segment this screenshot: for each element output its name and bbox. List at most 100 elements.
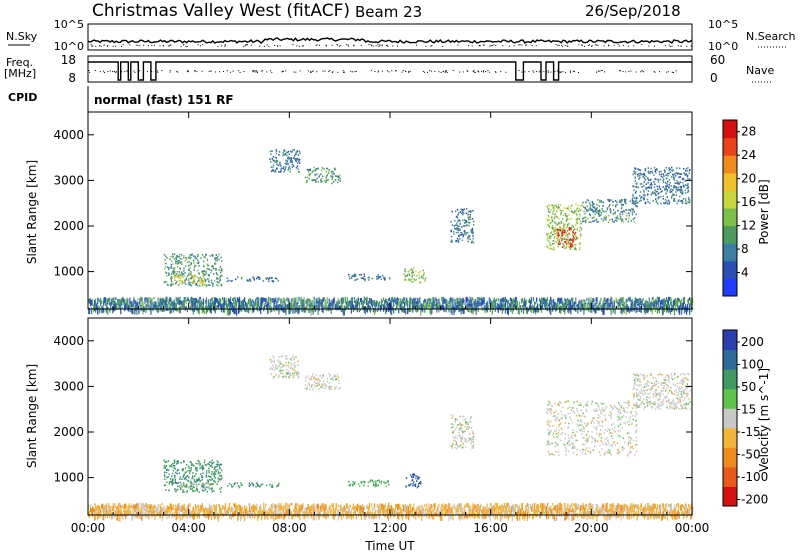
scatter-cell	[244, 303, 246, 308]
scatter-cell	[603, 302, 605, 309]
noise-search-dot	[217, 45, 219, 47]
scatter-cell	[179, 305, 181, 311]
scatter-cell	[680, 200, 682, 202]
scatter-cell	[576, 227, 579, 230]
scatter-cell	[469, 297, 471, 300]
scatter-cell	[601, 210, 604, 212]
scatter-cell	[196, 505, 198, 508]
scatter-cell	[237, 514, 239, 522]
scatter-cell	[264, 514, 266, 520]
scatter-cell	[676, 182, 679, 185]
noise-search-dot	[250, 44, 252, 46]
noise-search-dot	[186, 45, 188, 47]
scatter-cell	[357, 301, 359, 305]
scatter-cell	[109, 510, 111, 514]
scatter-cell	[346, 301, 348, 309]
scatter-cell	[618, 201, 621, 203]
scatter-cell	[235, 298, 237, 304]
scatter-cell	[203, 270, 206, 272]
scatter-cell	[574, 210, 576, 212]
scatter-cell	[187, 256, 190, 259]
colorbar-frame	[722, 119, 738, 297]
scatter-cell	[663, 302, 665, 309]
scatter-cell	[571, 297, 573, 301]
scatter-cell	[456, 224, 458, 227]
noise-search-dot	[168, 45, 170, 47]
scatter-cell	[368, 279, 370, 281]
scatter-cell	[192, 514, 194, 521]
scatter-cell	[284, 153, 286, 156]
scatter-cell	[636, 298, 638, 303]
scatter-cell	[317, 301, 319, 309]
scatter-cell	[121, 299, 123, 304]
scatter-cell	[654, 169, 656, 171]
scatter-cell	[463, 212, 465, 215]
scatter-cell	[546, 239, 548, 241]
noise-search-dot	[139, 45, 141, 47]
scatter-cell	[549, 222, 552, 225]
scatter-cell	[332, 176, 334, 178]
scatter-cell	[111, 298, 113, 305]
scatter-cell	[379, 276, 381, 278]
nave-dot	[472, 70, 474, 72]
scatter-cell	[214, 304, 216, 307]
scatter-cell	[678, 298, 681, 303]
scatter-cell	[270, 301, 272, 307]
nave-dot	[489, 71, 491, 73]
scatter-cell	[638, 169, 641, 171]
scatter-cell	[356, 301, 358, 307]
scatter-cell	[214, 505, 216, 512]
scatter-cell	[613, 301, 615, 307]
scatter-cell	[122, 306, 124, 310]
scatter-cell	[685, 169, 687, 172]
scatter-cell	[207, 284, 210, 286]
scatter-cell	[328, 169, 330, 172]
nave-dot	[342, 71, 344, 73]
scatter-cell	[325, 179, 327, 182]
scatter-cell	[194, 275, 196, 278]
scatter-cell	[164, 271, 167, 273]
scatter-cell	[319, 173, 321, 176]
scatter-cell	[232, 308, 234, 313]
scatter-cell	[115, 505, 117, 508]
scatter-cell	[422, 304, 424, 308]
scatter-cell	[553, 248, 555, 251]
scatter-cell	[687, 187, 689, 190]
scatter-cell	[102, 305, 104, 311]
scatter-cell	[187, 298, 189, 301]
scatter-cell	[418, 300, 420, 306]
scatter-cell	[239, 509, 241, 512]
scatter-cell	[646, 306, 648, 314]
scatter-cell	[669, 189, 671, 192]
scatter-cell	[508, 303, 510, 310]
scatter-cell	[621, 307, 623, 315]
freq-trace	[88, 61, 692, 81]
scatter-cell	[272, 280, 275, 283]
nave-dot	[482, 70, 484, 72]
scatter-cell	[211, 509, 213, 514]
nave-dot	[452, 70, 454, 72]
nave-dot	[477, 70, 479, 72]
scatter-cell	[578, 248, 581, 251]
scatter-cell	[108, 298, 110, 301]
scatter-cell	[665, 192, 667, 195]
scatter-cell	[671, 169, 673, 172]
scatter-cell	[568, 305, 570, 311]
scatter-cell	[465, 231, 467, 234]
scatter-cell	[572, 239, 575, 241]
scatter-cell	[634, 176, 636, 178]
scatter-cell	[197, 280, 199, 283]
scatter-cell	[271, 298, 273, 303]
scatter-cell	[557, 245, 559, 248]
scatter-cell	[180, 280, 182, 282]
scatter-cell	[360, 273, 362, 276]
scatter-cell	[659, 301, 661, 309]
scatter-cell	[412, 304, 414, 308]
scatter-cell	[241, 508, 243, 512]
scatter-cell	[621, 213, 624, 215]
nave-dot	[485, 70, 487, 72]
scatter-cell	[658, 185, 660, 188]
scatter-cell	[685, 184, 687, 186]
scatter-cell	[296, 158, 298, 161]
scatter-cell	[276, 168, 278, 170]
